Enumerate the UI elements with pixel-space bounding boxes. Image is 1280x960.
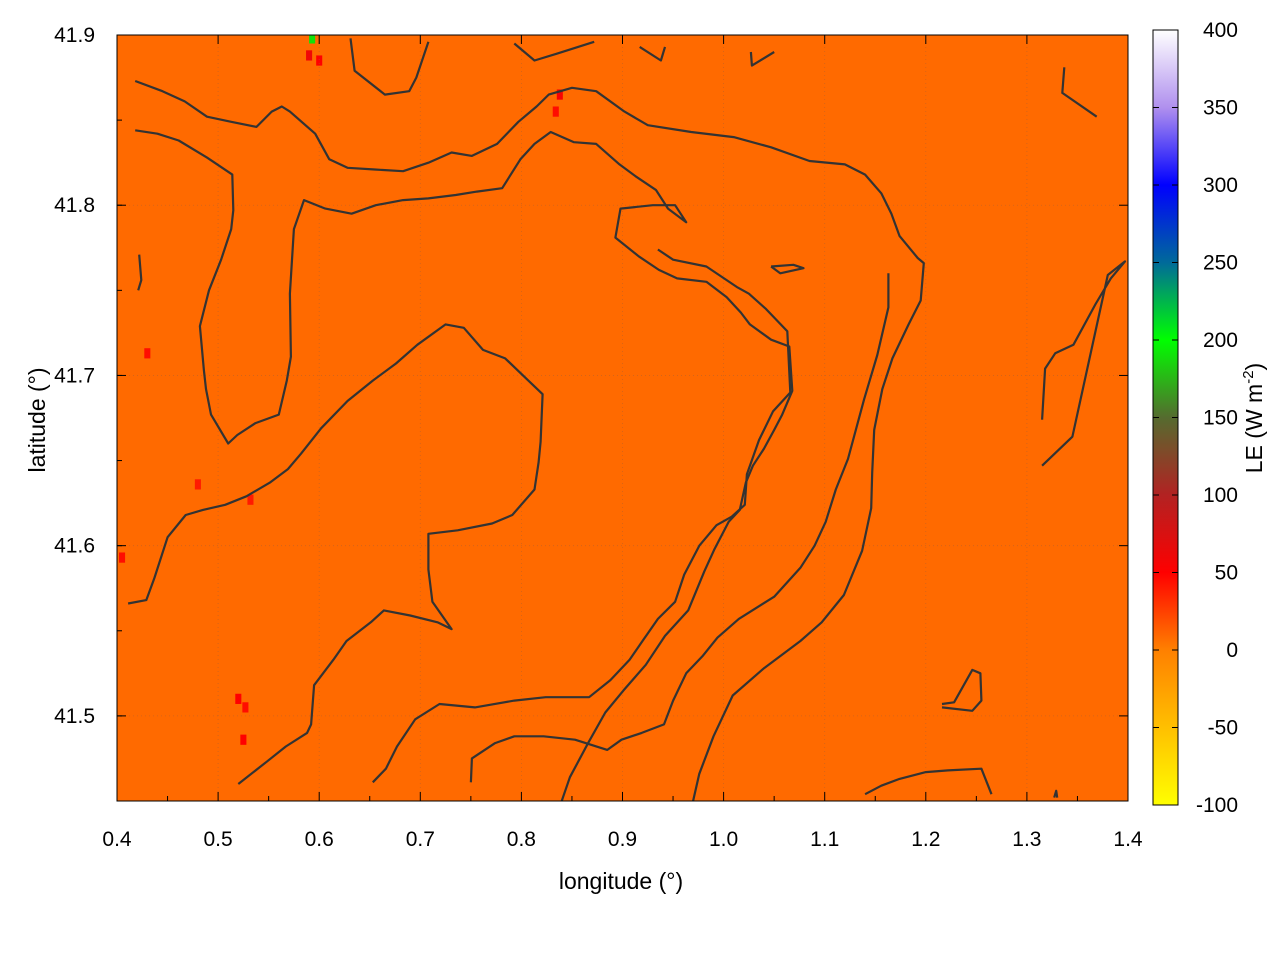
x-tick-label: 0.8: [507, 828, 536, 851]
colorbar-title-exponent: -2: [1240, 370, 1257, 383]
y-tick-label: 41.7: [54, 364, 95, 387]
x-tick-label: 0.4: [102, 828, 132, 851]
colorbar-title: LE (W m-2): [1240, 363, 1267, 473]
hotspot-cell: [194, 479, 201, 490]
contour-line: [135, 129, 794, 801]
contour-line: [864, 767, 993, 796]
colorbar-title-suffix: ): [1241, 363, 1267, 371]
contour-line: [134, 79, 925, 801]
x-tick-label: 0.9: [608, 828, 637, 851]
x-tick-label: 1.2: [911, 828, 940, 851]
hotspot-cell: [247, 494, 254, 505]
hotspot-cell: [242, 702, 249, 713]
colorbar: -100 -50 0 50 100 150 200 250 300 350 400: [1152, 19, 1238, 817]
colorbar-tick-label: 400: [1203, 19, 1238, 42]
colorbar-tick-label: 250: [1203, 252, 1238, 275]
contour-line: [469, 273, 890, 783]
hotspot-cell: [316, 55, 323, 66]
x-axis-title: longitude (°): [559, 868, 683, 894]
axes: 0.4 0.5 0.6 0.7 0.8 0.9 1.0 1.1 1.2 1.3 1.4 41.5 41.…: [54, 24, 1143, 851]
y-tick-label: 41.8: [54, 194, 95, 217]
hotspot-cell: [552, 106, 559, 117]
contour-line: [372, 248, 792, 784]
hotspot-cell: [235, 693, 242, 704]
colorbar-tick-label: 350: [1203, 97, 1238, 120]
contour-line: [941, 668, 983, 712]
x-tick-label: 0.7: [406, 828, 435, 851]
x-tick-label: 0.5: [203, 828, 232, 851]
colorbar-title-prefix: LE (W m: [1241, 384, 1267, 473]
colorbar-tick-label: -50: [1208, 717, 1238, 740]
colorbar-tick-label: 300: [1203, 174, 1238, 197]
x-tick-label: 0.6: [305, 828, 334, 851]
contour-line: [349, 38, 430, 96]
contour-line: [513, 40, 595, 62]
hotspot-cell: [240, 734, 247, 745]
hotspot-cell: [119, 552, 126, 563]
contour-line: [1041, 260, 1127, 467]
hotspot-cell: [144, 348, 151, 359]
hotspot-cell: [309, 35, 316, 44]
contour-line: [127, 323, 544, 785]
x-tick-label: 1.3: [1012, 828, 1041, 851]
contour-line: [1061, 67, 1098, 118]
hotspot-cell: [556, 89, 563, 100]
colorbar-tick-label: 200: [1203, 329, 1238, 352]
x-tick-label: 1.1: [810, 828, 839, 851]
contour-line: [639, 45, 667, 62]
colorbar-tick-label: 50: [1215, 562, 1238, 585]
contour-line: [1053, 789, 1059, 798]
contour-line: [749, 51, 775, 67]
y-axis-title: latitude (°): [24, 367, 50, 472]
contour-line: [137, 254, 143, 291]
colorbar-tick-label: -100: [1196, 794, 1238, 817]
plot-area: [116, 34, 1129, 801]
y-tick-label: 41.5: [54, 705, 95, 728]
colorbar-tick-label: 0: [1226, 639, 1238, 662]
colorbar-tick-label: 100: [1203, 484, 1238, 507]
field-background: [117, 35, 1128, 801]
x-tick-label: 1.0: [709, 828, 738, 851]
contour-line: [770, 263, 805, 275]
y-tick-label: 41.6: [54, 535, 95, 558]
colorbar-tick-label: 150: [1203, 407, 1238, 430]
x-tick-label: 1.4: [1113, 828, 1143, 851]
hotspot-cell: [306, 50, 313, 61]
y-tick-label: 41.9: [54, 24, 95, 47]
